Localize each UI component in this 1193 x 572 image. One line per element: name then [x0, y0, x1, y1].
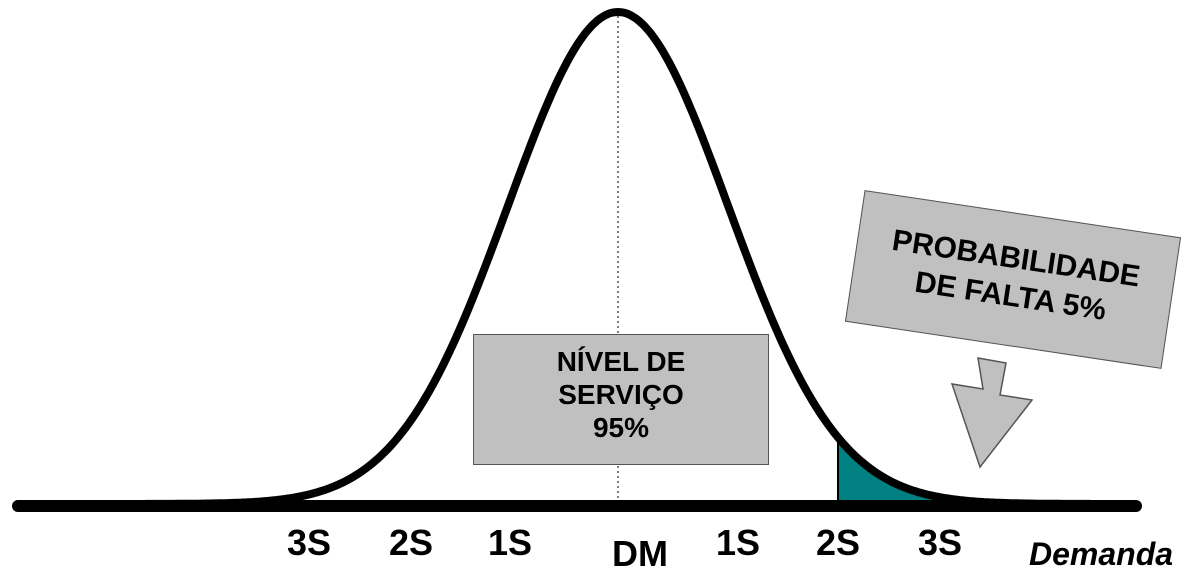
- label-mean: DM: [612, 533, 668, 572]
- label-right-1s: 1S: [716, 522, 761, 563]
- service-level-line-1: NÍVEL DE: [556, 346, 686, 377]
- label-right-3s: 3S: [918, 522, 963, 563]
- stockout-arrow: [950, 357, 1034, 469]
- service-level-line-3: 95%: [592, 412, 650, 444]
- label-left-1s: 1S: [488, 522, 533, 563]
- service-level-box: NÍVEL DE SERVIÇO 95%: [473, 334, 769, 465]
- service-level-line-2: SERVIÇO: [558, 379, 684, 411]
- label-left-3s: 3S: [287, 522, 332, 563]
- stockout-tail-area: [838, 437, 1010, 504]
- label-left-2s: 2S: [389, 522, 434, 563]
- label-right-2s: 2S: [816, 522, 861, 563]
- axis-title: Demanda: [1029, 536, 1174, 572]
